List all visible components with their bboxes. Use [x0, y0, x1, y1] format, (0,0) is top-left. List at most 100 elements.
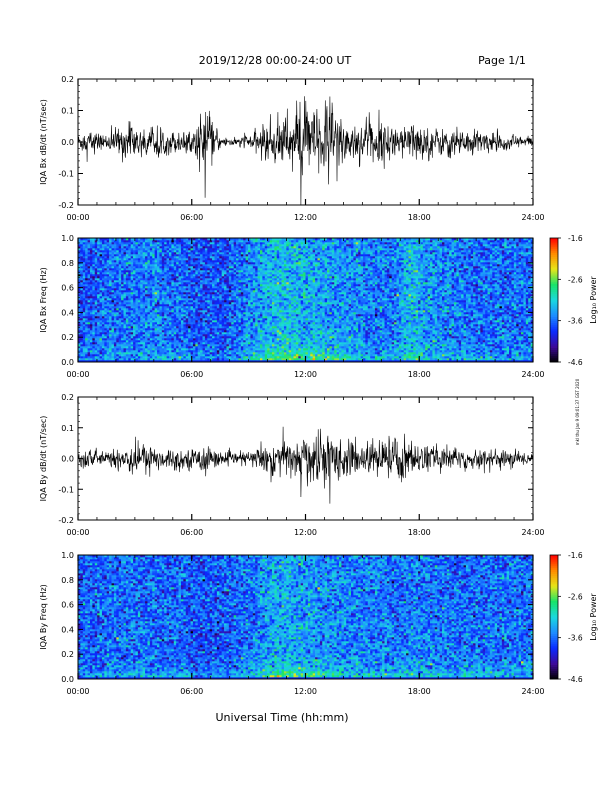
heatmap-cell: [114, 328, 117, 330]
heatmap-cell: [83, 240, 86, 242]
heatmap-cell: [135, 324, 138, 326]
heatmap-cell: [133, 270, 136, 272]
heatmap-cell: [114, 280, 117, 282]
heatmap-cell: [140, 316, 143, 318]
heatmap-cell: [138, 358, 141, 360]
heatmap-cell: [135, 294, 138, 296]
heatmap-cell: [80, 292, 83, 294]
heatmap-cell: [83, 338, 86, 340]
heatmap-cell: [83, 316, 86, 318]
heatmap-cell: [109, 300, 112, 302]
heatmap-cell: [138, 338, 141, 340]
heatmap-cell: [107, 328, 110, 330]
heatmap-cell: [119, 296, 122, 298]
heatmap-cell: [119, 254, 122, 256]
heatmap-cell: [138, 346, 141, 348]
heatmap-cell: [124, 300, 127, 302]
heatmap-cell: [107, 312, 110, 314]
heatmap-cell: [114, 326, 117, 328]
heatmap-cell: [114, 266, 117, 268]
heatmap-cell: [97, 308, 100, 310]
heatmap-cell: [138, 314, 141, 316]
heatmap-cell: [107, 294, 110, 296]
heatmap-cell: [88, 328, 91, 330]
heatmap-cell: [92, 300, 95, 302]
heatmap-cell: [109, 342, 112, 344]
heatmap-cell: [114, 256, 117, 258]
heatmap-cell: [112, 332, 115, 334]
heatmap-cell: [116, 358, 119, 360]
heatmap-cell: [85, 344, 88, 346]
heatmap-cell: [114, 304, 117, 306]
heatmap-cell: [102, 300, 105, 302]
heatmap-cell: [109, 322, 112, 324]
heatmap-cell: [85, 338, 88, 340]
heatmap-cell: [92, 322, 95, 324]
heatmap-cell: [128, 246, 131, 248]
heatmap-cell: [88, 332, 91, 334]
heatmap-cell: [104, 244, 107, 246]
heatmap-cell: [100, 318, 103, 320]
heatmap-cell: [133, 314, 136, 316]
heatmap-cell: [128, 326, 131, 328]
heatmap-cell: [140, 288, 143, 290]
heatmap-cell: [140, 344, 143, 346]
heatmap-cell: [121, 284, 124, 286]
heatmap-cell: [90, 342, 93, 344]
heatmap-cell: [119, 316, 122, 318]
heatmap-cell: [92, 264, 95, 266]
heatmap-cell: [121, 240, 124, 242]
heatmap-cell: [97, 282, 100, 284]
heatmap-cell: [90, 320, 93, 322]
heatmap-cell: [128, 320, 131, 322]
heatmap-cell: [112, 358, 115, 360]
y-tick-label: -0.2: [58, 201, 74, 210]
heatmap-cell: [121, 308, 124, 310]
heatmap-cell: [109, 274, 112, 276]
heatmap-cell: [88, 306, 91, 308]
heatmap-cell: [109, 254, 112, 256]
heatmap-cell: [104, 348, 107, 350]
heatmap-cell: [112, 296, 115, 298]
heatmap-cell: [109, 286, 112, 288]
heatmap-cell: [83, 314, 86, 316]
heatmap-cell: [88, 254, 91, 256]
heatmap-cell: [85, 332, 88, 334]
heatmap-cell: [128, 304, 131, 306]
heatmap-cell: [102, 342, 105, 344]
heatmap-cell: [124, 260, 127, 262]
heatmap-cell: [83, 318, 86, 320]
heatmap-cell: [80, 268, 83, 270]
heatmap-cell: [119, 242, 122, 244]
heatmap-cell: [112, 260, 115, 262]
heatmap-cell: [90, 258, 93, 260]
heatmap-cell: [114, 286, 117, 288]
heatmap-cell: [83, 264, 86, 266]
heatmap-cell: [126, 352, 129, 354]
heatmap-cell: [83, 288, 86, 290]
heatmap-cell: [90, 346, 93, 348]
heatmap-cell: [112, 324, 115, 326]
heatmap-cell: [90, 252, 93, 254]
heatmap-cell: [83, 344, 86, 346]
heatmap-cell: [121, 276, 124, 278]
heatmap-cell: [124, 320, 127, 322]
heatmap-cell: [95, 336, 98, 338]
heatmap-cell: [95, 250, 98, 252]
heatmap-cell: [90, 276, 93, 278]
heatmap-cell: [133, 276, 136, 278]
heatmap-cell: [109, 310, 112, 312]
heatmap-cell: [133, 250, 136, 252]
heatmap-cell: [116, 282, 119, 284]
heatmap-cell: [131, 248, 134, 250]
heatmap-cell: [95, 340, 98, 342]
heatmap-cell: [92, 258, 95, 260]
heatmap-cell: [88, 302, 91, 304]
heatmap-cell: [80, 272, 83, 274]
heatmap-cell: [92, 340, 95, 342]
heatmap-cell: [90, 350, 93, 352]
heatmap-cell: [104, 354, 107, 356]
heatmap-cell: [140, 304, 143, 306]
heatmap-cell: [128, 302, 131, 304]
heatmap-cell: [83, 348, 86, 350]
